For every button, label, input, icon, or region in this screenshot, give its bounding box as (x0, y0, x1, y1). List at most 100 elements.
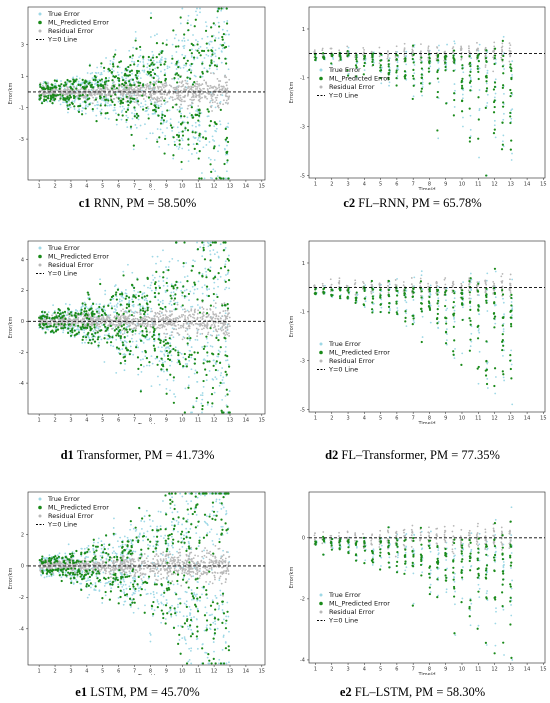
true-error-point (437, 137, 440, 140)
predicted-error-point (129, 97, 132, 100)
true-error-point (217, 255, 220, 258)
predicted-error-point (152, 76, 155, 80)
residual-error-point (59, 89, 62, 92)
residual-error-point (114, 325, 117, 328)
true-error-point (511, 93, 514, 96)
predicted-error-point (162, 119, 165, 122)
true-error-point (176, 138, 178, 141)
residual-error-point (194, 82, 197, 85)
true-error-point (187, 376, 190, 378)
true-error-point (100, 108, 103, 111)
residual-error-point (225, 99, 228, 102)
residual-error-point (224, 81, 227, 84)
predicted-error-point (129, 83, 132, 86)
residual-error-point (205, 316, 208, 319)
residual-error-point (219, 322, 222, 325)
true-error-point (137, 373, 140, 376)
predicted-error-point (65, 83, 68, 86)
predicted-error-point (330, 62, 333, 65)
true-error-point (103, 70, 105, 72)
predicted-error-point (106, 111, 109, 115)
x-tick-label: 12 (211, 418, 217, 424)
true-error-point (227, 363, 230, 366)
true-error-point (81, 81, 84, 84)
predicted-error-point (125, 74, 128, 77)
residual-error-point (169, 96, 172, 98)
residual-error-point (202, 311, 205, 314)
residual-error-point (427, 47, 430, 49)
predicted-error-point (159, 63, 162, 66)
residual-error-point (321, 49, 324, 52)
residual-error-point (144, 322, 147, 325)
predicted-error-point (460, 84, 464, 87)
residual-error-point (171, 323, 174, 326)
predicted-error-point (96, 80, 99, 84)
predicted-error-point (129, 100, 133, 103)
x-tick-label: 6 (395, 182, 398, 188)
predicted-error-point (485, 80, 488, 83)
true-error-point (188, 112, 191, 115)
residual-error-point (378, 46, 381, 49)
residual-error-point (140, 91, 143, 93)
true-error-point (146, 66, 149, 69)
true-error-point (202, 244, 205, 246)
residual-error-point (149, 83, 152, 86)
true-error-point (195, 39, 197, 41)
predicted-error-point (156, 66, 159, 69)
true-error-point (388, 57, 391, 60)
true-error-point (82, 107, 85, 110)
residual-error-point (166, 318, 169, 321)
residual-error-point (181, 315, 183, 318)
predicted-error-point (502, 84, 505, 87)
x-tick-label: 9 (165, 184, 168, 190)
true-error-point (177, 358, 180, 361)
residual-error-point (91, 102, 94, 105)
predicted-error-point (460, 110, 464, 113)
residual-error-point (197, 328, 200, 331)
predicted-error-point (184, 127, 187, 130)
true-error-point (204, 267, 207, 270)
residual-error-point (200, 84, 202, 87)
residual-error-point (156, 312, 159, 314)
residual-error-point (51, 319, 54, 322)
predicted-error-point (132, 144, 135, 147)
true-error-point (115, 372, 118, 374)
true-error-point (223, 42, 226, 44)
residual-error-point (217, 325, 220, 327)
true-error-point (84, 305, 87, 308)
predicted-error-point (403, 70, 407, 73)
true-error-point (510, 159, 513, 161)
residual-error-point (122, 314, 125, 317)
residual-error-point (411, 51, 413, 54)
residual-error-point (170, 85, 173, 88)
predicted-error-point (339, 58, 342, 61)
residual-error-point (197, 309, 200, 312)
predicted-error-point (183, 115, 186, 118)
true-error-point (161, 110, 164, 113)
true-error-point (486, 102, 489, 104)
residual-error-point (89, 94, 91, 96)
residual-error-point (148, 316, 151, 319)
residual-error-point (212, 316, 215, 319)
residual-error-point (91, 94, 93, 97)
true-error-point (138, 56, 140, 59)
true-error-point (156, 128, 159, 130)
true-error-point (166, 67, 169, 70)
predicted-error-point (501, 121, 504, 124)
residual-error-point (501, 53, 504, 56)
true-error-point (210, 55, 213, 58)
predicted-error-point (492, 132, 496, 135)
true-error-point (202, 359, 205, 361)
residual-error-point (95, 321, 98, 323)
predicted-error-point (485, 74, 488, 77)
predicted-error-point (188, 68, 191, 72)
true-error-point (220, 372, 223, 374)
true-error-point (158, 360, 161, 362)
true-error-point (127, 106, 130, 109)
true-error-point (135, 99, 138, 102)
predicted-error-point (177, 45, 180, 48)
true-error-point (206, 47, 208, 49)
true-error-point (131, 340, 134, 343)
residual-error-point (107, 324, 110, 327)
predicted-error-point (444, 69, 447, 72)
